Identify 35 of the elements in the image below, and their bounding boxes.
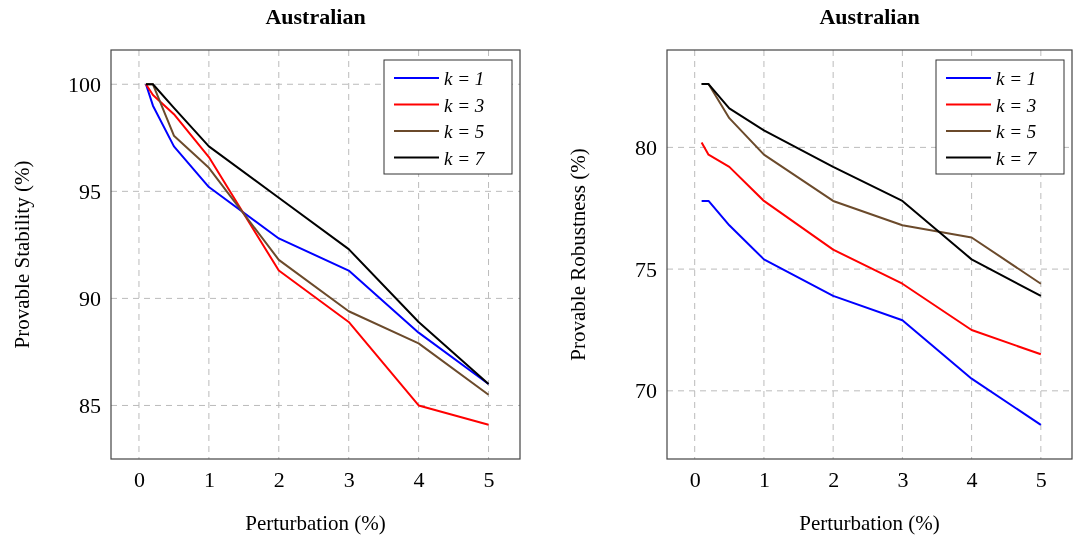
- x-tick-label: 1: [203, 466, 215, 492]
- x-tick-label: 3: [897, 466, 909, 492]
- legend-label: k = 3: [996, 94, 1037, 116]
- y-axis-title: Provable Robustness (%): [566, 148, 590, 361]
- line-series: [700, 199, 1042, 426]
- x-tick-label: 1: [758, 466, 770, 492]
- x-tick-label: 5: [483, 466, 495, 492]
- chart-title: Australian: [819, 4, 920, 29]
- x-tick-label: 0: [133, 466, 145, 492]
- legend-label: k = 5: [444, 121, 485, 142]
- x-axis-title: Perturbation (%): [799, 511, 940, 535]
- y-tick-label: 85: [79, 393, 101, 419]
- x-tick-label: 3: [343, 466, 355, 492]
- legend-label: k = 7: [996, 147, 1038, 169]
- chart-title: Australian: [265, 4, 366, 29]
- x-tick-label: 4: [966, 466, 978, 492]
- legend-label: k = 1: [996, 68, 1037, 89]
- y-tick-label: 75: [635, 256, 657, 282]
- legend-label: k = 5: [996, 121, 1037, 142]
- line-series: [700, 141, 1042, 356]
- legend-label: k = 1: [444, 68, 485, 89]
- y-tick-label: 100: [68, 71, 101, 97]
- y-tick-label: 95: [79, 178, 101, 204]
- y-tick-label: 90: [79, 285, 101, 311]
- x-tick-label: 5: [1035, 466, 1047, 492]
- y-tick-label: 70: [635, 378, 657, 404]
- x-axis-title: Perturbation (%): [245, 511, 386, 535]
- x-tick-label: 2: [273, 466, 285, 492]
- y-tick-label: 80: [635, 134, 657, 160]
- x-tick-label: 0: [689, 466, 701, 492]
- legend-label: k = 3: [444, 94, 485, 116]
- legend-label: k = 7: [444, 147, 486, 169]
- y-axis-title: Provable Stability (%): [10, 160, 34, 349]
- x-tick-label: 2: [828, 466, 840, 492]
- x-tick-label: 4: [413, 466, 425, 492]
